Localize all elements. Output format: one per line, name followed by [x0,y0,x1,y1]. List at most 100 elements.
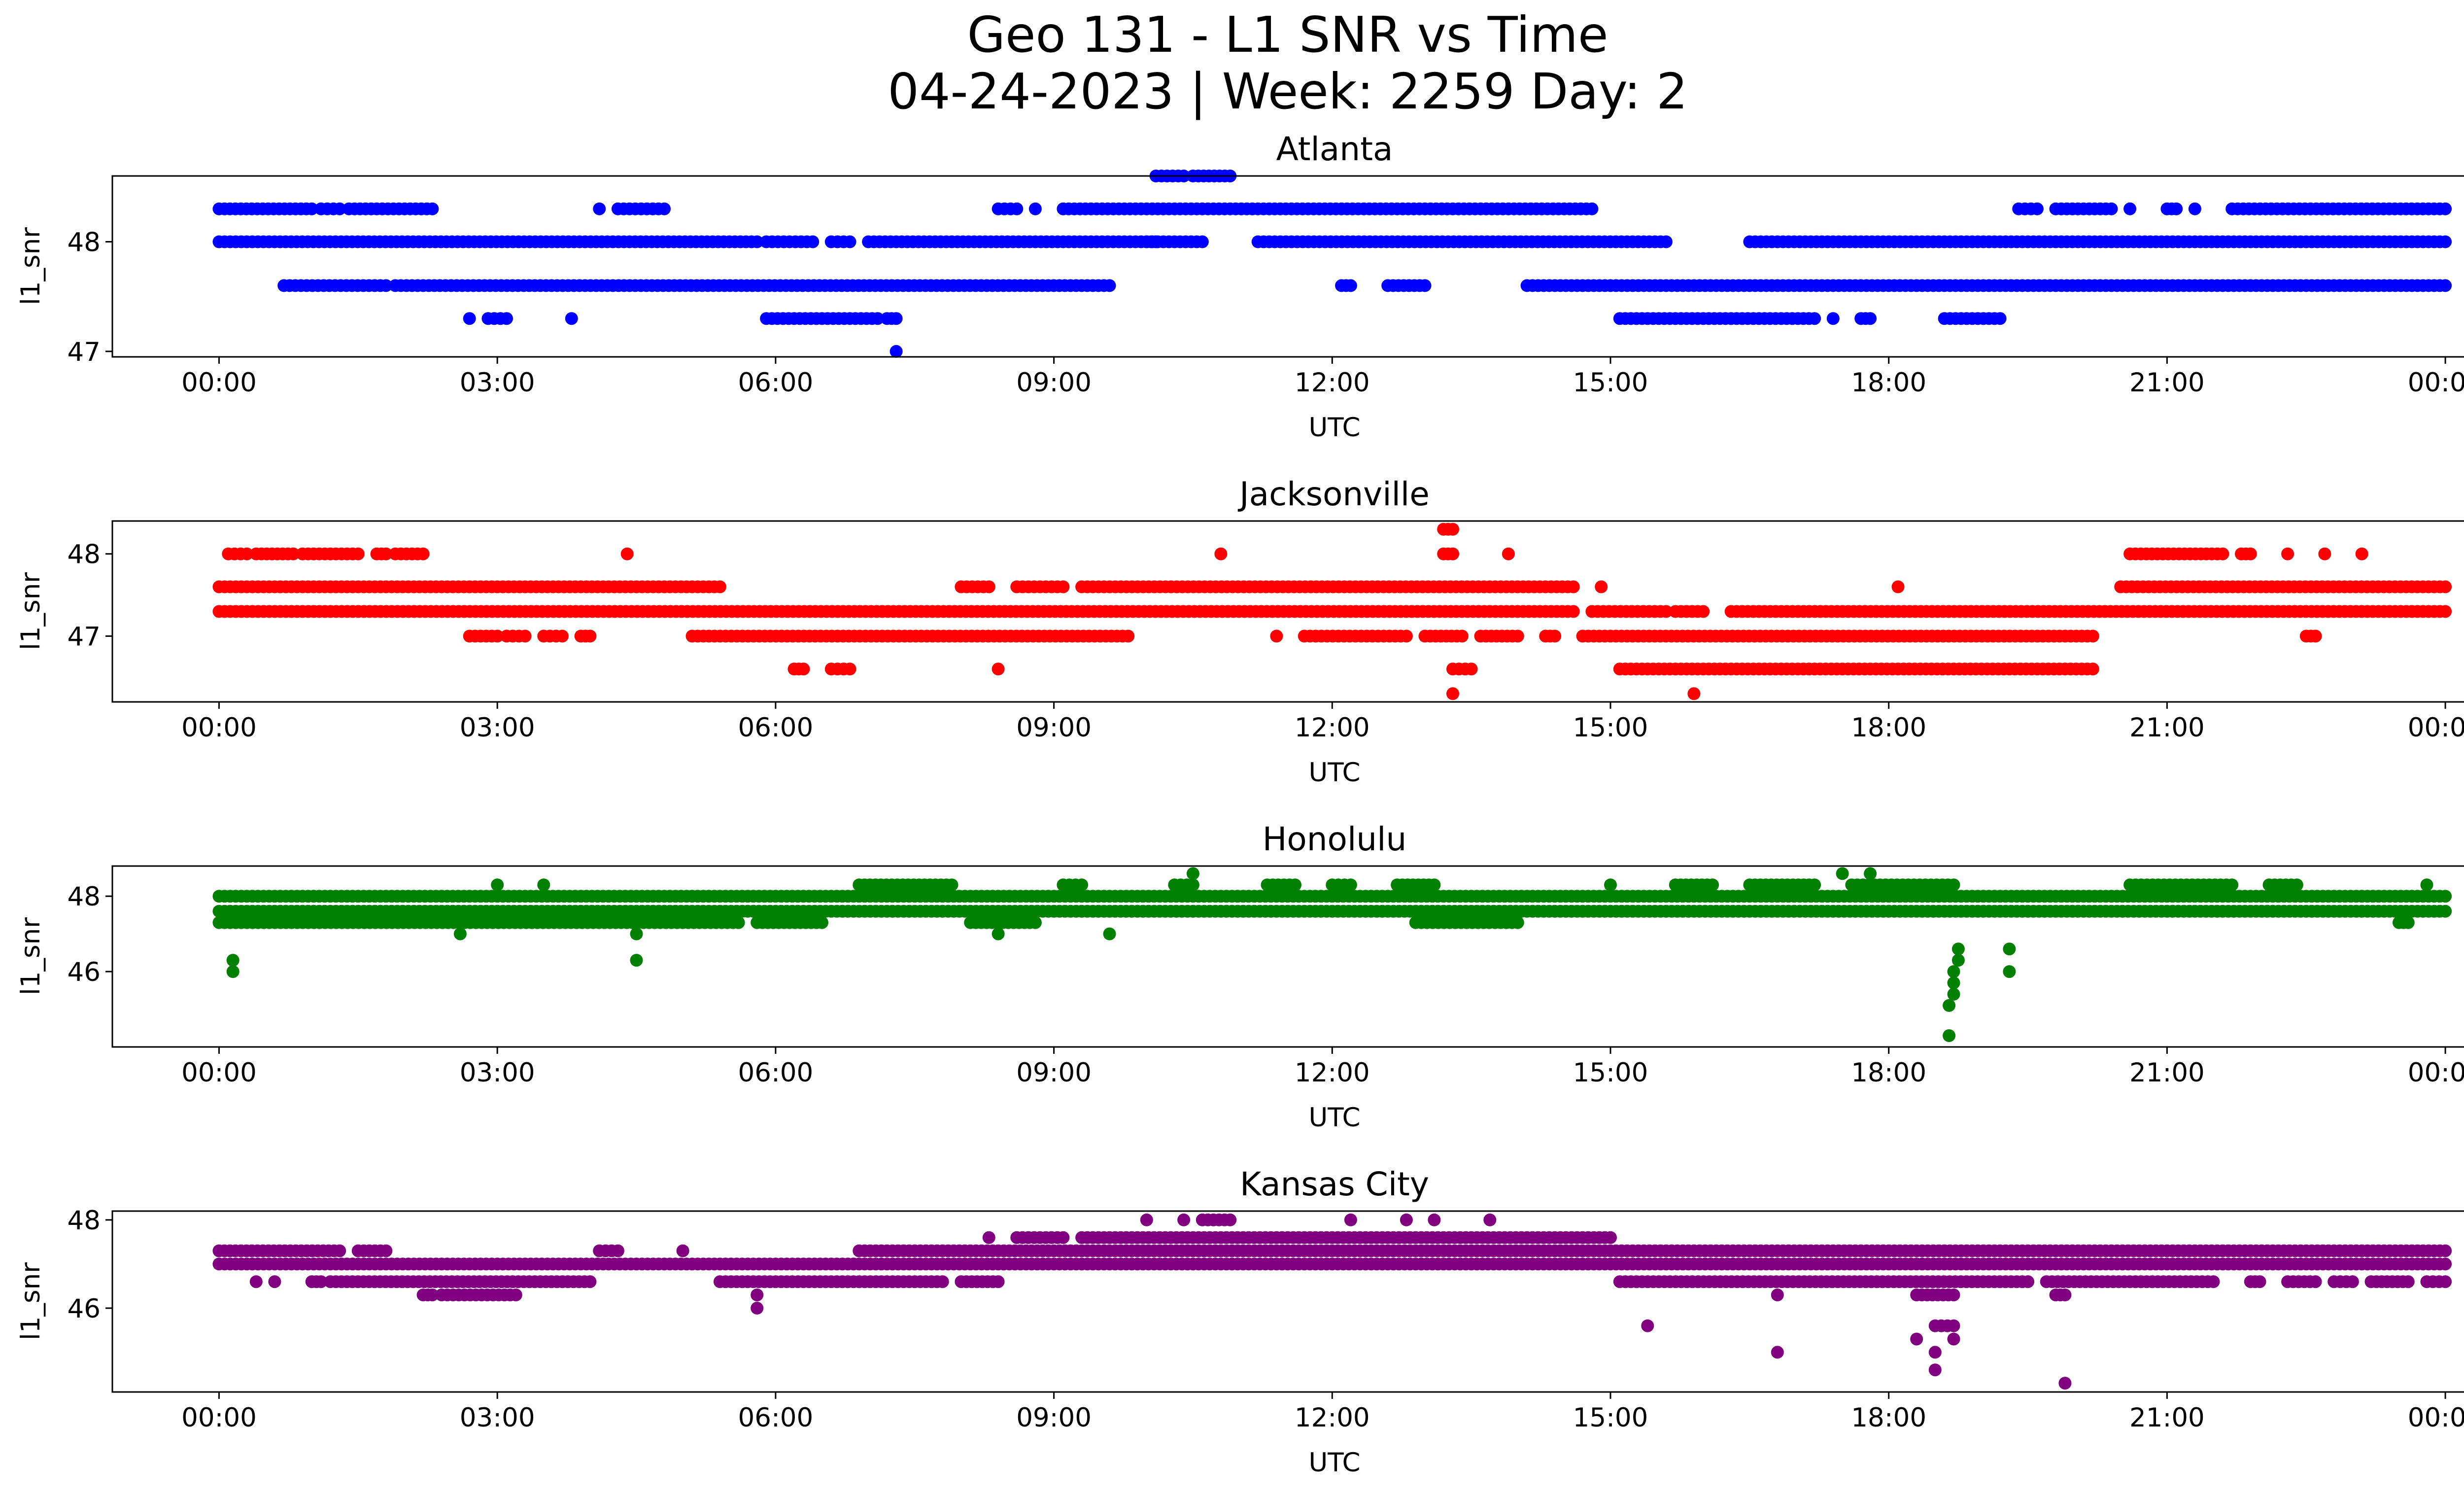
x-tick-label: 12:00 [1295,713,1370,743]
data-point [713,580,726,593]
data-point [992,662,1005,676]
x-tick-label: 21:00 [2129,1058,2205,1088]
data-point [871,312,884,325]
data-point [611,1244,624,1257]
data-point [518,629,532,643]
data-point [379,1244,393,1257]
panel-title: Kansas City [1240,1165,1429,1203]
data-point [1010,202,1024,215]
data-point [249,1275,263,1288]
data-point [1947,1319,1960,1332]
data-point [936,1275,949,1288]
data-point [1585,202,1599,215]
data-point [945,878,958,892]
data-point [797,662,810,676]
x-ticks: 00:00 03:00 06:00 09:00 12:00 15:00 18:00 21:00… [181,702,2464,743]
panel-honolulu: Honolulu 00:00 03:00 06:00 09:00 12:00 15:00 1… [16,820,2464,1133]
data-point [816,916,828,929]
data-point [2086,662,2099,676]
data-point [2058,1377,2072,1390]
data-point [583,1275,597,1288]
y-axis-label: l1_snr [16,917,46,995]
data-point [2439,580,2452,593]
x-tick-label: 00:00 [181,368,257,398]
data-point [1400,629,1413,643]
y-tick-label: 46 [68,957,101,987]
data-point [1910,1332,1923,1346]
data-point [226,965,240,978]
data-point [537,878,550,892]
data-point [1947,965,1960,978]
x-axis-label: UTC [1308,413,1360,443]
data-point [1186,878,1199,892]
data-point [426,202,439,215]
data-point [500,312,513,325]
data-point [1604,1231,1617,1244]
y-axis-label: l1_snr [16,1262,46,1340]
data-point [2439,890,2452,903]
data-point [379,547,393,560]
data-point [2439,1257,2452,1271]
data-point [890,312,903,325]
x-tick-label: 00:00 [2408,713,2464,743]
data-point [2439,904,2452,918]
x-tick-label: 21:00 [2129,1403,2205,1433]
y-axis-label: l1_snr [16,572,46,650]
data-point [2207,1275,2220,1288]
data-point [2439,1275,2452,1288]
x-tick-label: 00:00 [2408,368,2464,398]
data-point [1947,1332,1960,1346]
data-point [379,279,393,292]
data-point [751,1288,764,1302]
data-point [1344,279,1357,292]
data-point [732,916,745,929]
x-tick-label: 03:00 [460,1403,535,1433]
data-point [1103,927,1116,940]
data-point [2346,1275,2359,1288]
x-tick-label: 15:00 [1573,368,1648,398]
x-tick-label: 06:00 [738,1058,814,1088]
x-ticks: 00:00 03:00 06:00 09:00 12:00 15:00 18:00 21:00… [181,357,2464,398]
data-point [2188,202,2201,215]
data-point [2123,202,2137,215]
data-point [1428,1213,1441,1226]
data-point [2439,605,2452,618]
data-point [2030,202,2044,215]
plot-frame [111,1210,2464,1393]
x-tick-label: 12:00 [1295,1403,1370,1433]
data-point [1465,662,1478,676]
data-point [2439,279,2452,292]
data-point [1943,1029,1956,1043]
data-point [2253,1275,2266,1288]
data-point [491,878,504,892]
data-point [1947,1288,1960,1302]
data-point [2401,1275,2415,1288]
y-tick-label: 47 [68,337,101,367]
data-point [1864,312,1877,325]
x-tick-label: 18:00 [1851,1058,1926,1088]
data-point [676,1244,689,1257]
data-point [1947,976,1960,989]
data-point [1836,867,1849,880]
data-point [620,547,634,560]
x-tick-label: 09:00 [1016,1403,1092,1433]
data-point [2281,547,2294,560]
x-tick-label: 00:00 [2408,1058,2464,1088]
y-ticks: 46 48 [68,1206,112,1324]
data-point [1196,235,1209,248]
data-point [2086,629,2099,643]
data-point [1951,954,1965,967]
data-point [1567,605,1580,618]
data-point [1103,279,1116,292]
data-point [333,202,346,215]
data-point [658,202,671,215]
data-point [1028,202,1042,215]
data-point [630,954,643,967]
scatter-points [212,867,2452,1043]
data-point [1446,687,1459,700]
x-tick-label: 06:00 [738,1403,814,1433]
data-point [1149,235,1163,248]
data-point [1947,878,1960,892]
data-point [2105,202,2118,215]
